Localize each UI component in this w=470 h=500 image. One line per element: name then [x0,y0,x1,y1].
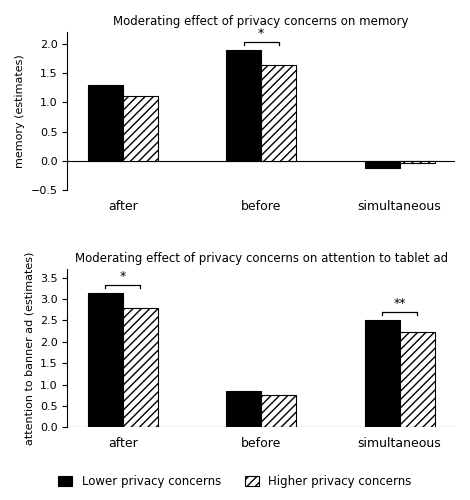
Bar [123,308,158,428]
Bar [87,292,123,428]
Title: Moderating effect of privacy concerns on memory: Moderating effect of privacy concerns on… [113,15,409,28]
Title: Moderating effect of privacy concerns on attention to tablet ad: Moderating effect of privacy concerns on… [75,252,448,265]
Text: **: ** [393,298,406,310]
Bar [400,332,435,428]
Bar [365,161,400,168]
Bar [400,161,435,162]
Text: *: * [258,28,264,40]
Bar [226,391,261,428]
Y-axis label: attention to banner ad (estimates): attention to banner ad (estimates) [24,252,34,445]
Text: *: * [119,270,126,283]
Bar [261,66,296,161]
Bar [261,395,296,428]
Y-axis label: memory (estimates): memory (estimates) [15,54,25,168]
Bar [365,320,400,428]
Bar [226,50,261,161]
Bar [123,96,158,161]
Legend: Lower privacy concerns, Higher privacy concerns: Lower privacy concerns, Higher privacy c… [52,470,418,494]
Bar [87,84,123,161]
